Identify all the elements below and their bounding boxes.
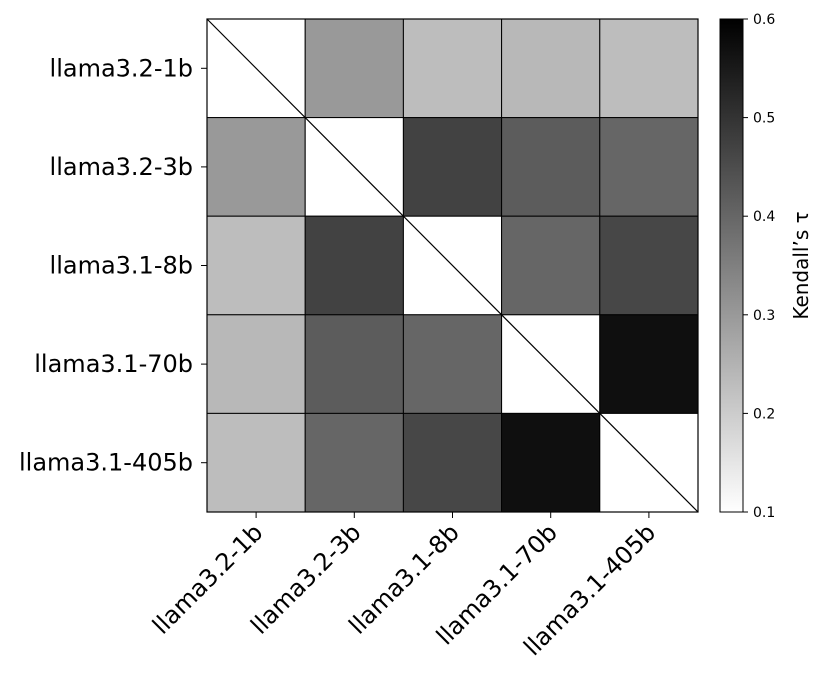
colorbar-tick-label: 0.6	[753, 12, 775, 28]
heatmap-cell-0-3	[501, 18, 601, 119]
row-label: llama3.2-3b	[50, 153, 193, 181]
heatmap-cell-1-2	[402, 117, 503, 217]
row-label: llama3.1-8b	[50, 252, 193, 280]
column-labels: llama3.2-1bllama3.2-3bllama3.1-8bllama3.…	[147, 512, 661, 661]
heatmap-cell-3-2	[402, 314, 503, 414]
heatmap-cells	[206, 18, 699, 513]
diagonal-line	[206, 18, 699, 513]
heatmap-cell-3-1	[304, 314, 404, 414]
heatmap-cell-2-4	[599, 215, 699, 316]
heatmap-cell-4-3	[501, 412, 601, 513]
colorbar-tick-label: 0.4	[753, 209, 775, 225]
diagonal-line-segment	[206, 18, 699, 513]
colorbar-gradient	[719, 18, 744, 513]
row-label: llama3.2-1b	[50, 54, 193, 82]
heatmap-cell-0-2	[402, 18, 503, 119]
heatmap-cell-2-1	[304, 215, 404, 316]
heatmap-cell-4-1	[304, 412, 404, 513]
colorbar-tick-label: 0.5	[753, 111, 775, 127]
heatmap-cell-1-3	[501, 117, 601, 217]
colorbar-label: Kendall’s τ	[789, 211, 813, 319]
heatmap-cell-0-1	[304, 18, 404, 119]
heatmap-cell-2-3	[501, 215, 601, 316]
heatmap-cell-4-0	[206, 412, 306, 513]
row-label: llama3.1-405b	[19, 449, 193, 477]
heatmap-cell-0-4	[599, 18, 699, 119]
colorbar: 0.1 0.2 0.3 0.4 0.5 0.6	[719, 12, 775, 521]
row-label: llama3.1-70b	[34, 350, 193, 378]
colorbar-tick-label: 0.1	[753, 505, 775, 521]
heatmap-cell-1-0	[206, 117, 306, 217]
row-labels: llama3.2-1b llama3.2-3b llama3.1-8b llama3.…	[19, 54, 207, 477]
colorbar-tick-label: 0.3	[753, 308, 775, 324]
heatmap-cell-3-4	[599, 314, 699, 414]
heatmap-cell-1-4	[599, 117, 699, 217]
heatmap-cell-2-0	[206, 215, 306, 316]
heatmap-cell-3-0	[206, 314, 306, 414]
colorbar-tick-label: 0.2	[753, 406, 775, 422]
heatmap-cell-4-2	[402, 412, 503, 513]
